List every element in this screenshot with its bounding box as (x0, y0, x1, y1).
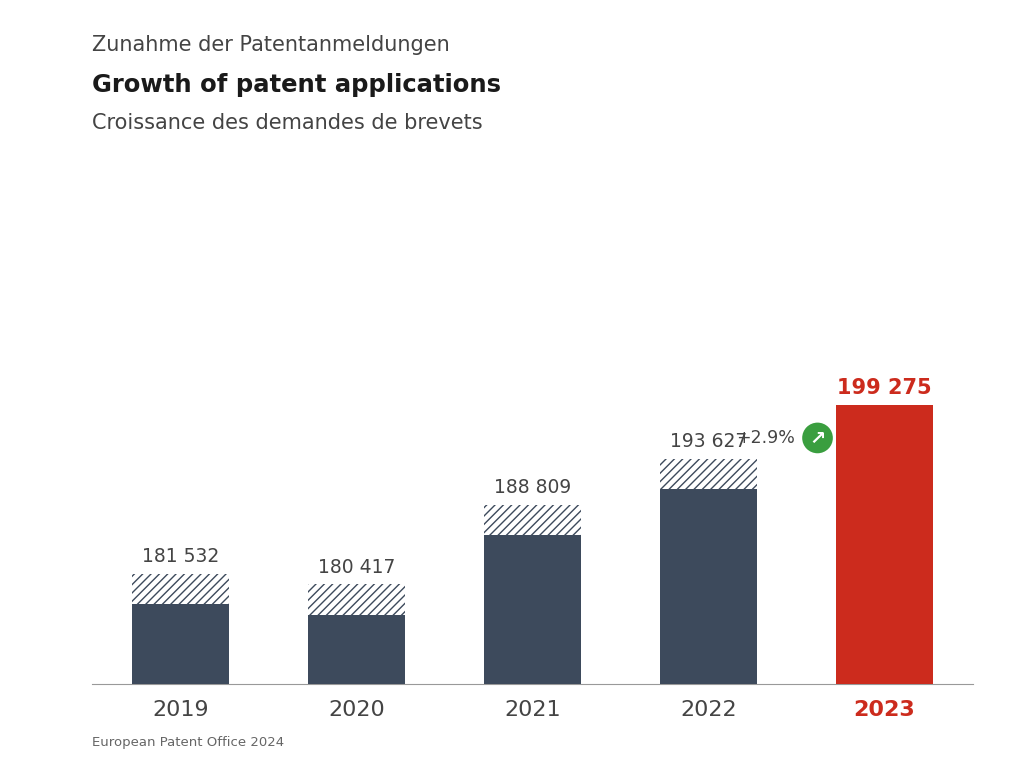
Text: European Patent Office 2024: European Patent Office 2024 (92, 736, 285, 749)
Text: 180 417: 180 417 (317, 558, 395, 577)
Text: 188 809: 188 809 (494, 478, 571, 497)
Bar (836, 406, 933, 768)
Text: ↗: ↗ (809, 429, 825, 448)
Bar (132, 574, 229, 768)
Text: Zunahme der Patentanmeldungen: Zunahme der Patentanmeldungen (92, 35, 450, 55)
Bar (132, 574, 229, 604)
Text: +2.9%: +2.9% (736, 429, 795, 447)
Bar (660, 458, 757, 489)
Bar (484, 505, 581, 768)
Bar (660, 458, 757, 768)
Text: Growth of patent applications: Growth of patent applications (92, 73, 501, 97)
Bar (484, 505, 581, 535)
Text: 199 275: 199 275 (837, 378, 932, 398)
Bar (308, 584, 404, 615)
Bar (308, 584, 404, 768)
Text: 181 532: 181 532 (142, 548, 219, 566)
Text: 193 627: 193 627 (670, 432, 748, 452)
Text: Croissance des demandes de brevets: Croissance des demandes de brevets (92, 113, 482, 133)
